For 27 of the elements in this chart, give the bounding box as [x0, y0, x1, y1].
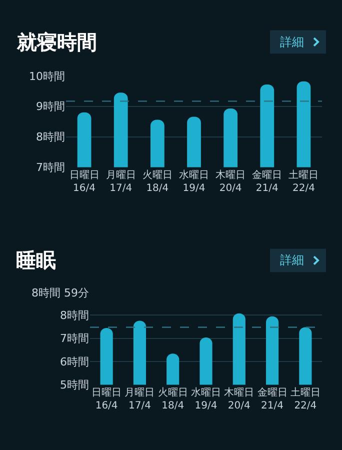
x-tick-label: 木曜日 20/4: [216, 169, 246, 194]
x-tick-label: 土曜日 22/4: [288, 169, 319, 194]
text: 詳細: [280, 35, 304, 49]
y-tick-label: 10時間: [29, 70, 65, 83]
x-tick-label: 月曜日 17/4: [106, 169, 136, 194]
x-tick-label: 日曜日 16/4: [69, 169, 100, 194]
chart-title: 就寝時間: [16, 30, 97, 54]
y-tick-label: 7時間: [60, 332, 89, 346]
x-tick-label: 金曜日 21/4: [252, 169, 282, 194]
y-tick-label: 8時間 59分: [32, 286, 89, 300]
y-tick-label: 5時間: [60, 378, 89, 392]
y-tick-label: 9時間: [36, 100, 65, 114]
x-tick-label: 日曜日 16/4: [92, 386, 122, 412]
y-tick-label: 8時間: [36, 130, 65, 144]
y-tick-label: 6時間: [60, 355, 89, 368]
x-tick-label: 水曜日 19/4: [191, 386, 221, 412]
x-tick-label: 火曜日 18/4: [142, 169, 172, 194]
x-tick-label: 金曜日 21/4: [257, 386, 288, 412]
x-tick-label: 火曜日 18/4: [158, 386, 188, 412]
text: 詳細: [280, 253, 304, 267]
chart-title: 睡眠: [16, 248, 56, 272]
y-tick-label: 7時間: [36, 161, 65, 174]
x-tick-label: 月曜日 17/4: [124, 386, 155, 412]
y-tick-label: 8時間: [60, 309, 89, 322]
x-tick-label: 水曜日 19/4: [179, 169, 209, 194]
x-tick-label: 土曜日 22/4: [290, 386, 320, 412]
x-tick-label: 木曜日 20/4: [224, 386, 254, 412]
